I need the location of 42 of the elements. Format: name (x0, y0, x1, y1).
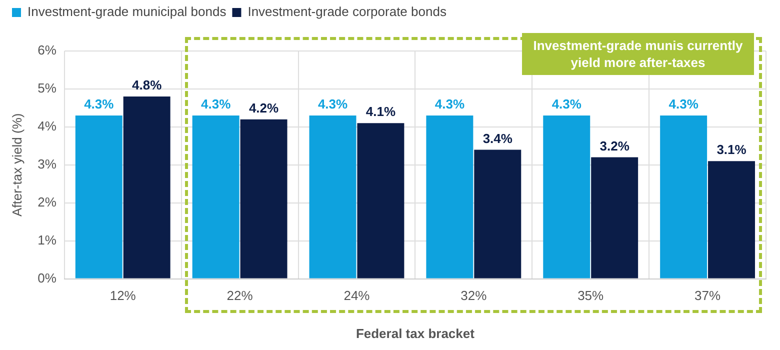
x-tick-label: 35% (578, 288, 604, 304)
data-label: 3.1% (716, 142, 747, 158)
x-tick-label: 32% (460, 288, 488, 304)
bar (708, 161, 755, 278)
data-label: 4.1% (366, 104, 396, 120)
data-label: 4.3% (552, 96, 582, 112)
bar (591, 157, 638, 278)
data-label: 4.3% (84, 96, 114, 112)
y-tick-label: 5% (38, 80, 57, 96)
data-label: 4.2% (248, 100, 280, 116)
bar (474, 150, 522, 278)
y-tick-label: 0% (38, 270, 57, 286)
x-tick-label: 22% (226, 288, 254, 304)
callout-box: Investment-grade munis currently yield more after-taxes (522, 33, 754, 75)
data-label: 4.3% (318, 96, 348, 112)
y-tick-label: 2% (38, 194, 57, 210)
data-label: 3.2% (600, 138, 630, 154)
legend-label: Investment-grade municipal bonds (28, 4, 227, 20)
y-tick-label: 1% (38, 232, 57, 248)
bar (426, 116, 474, 278)
x-axis-title: Federal tax bracket (356, 326, 476, 341)
bar (123, 96, 170, 278)
y-tick-label: 6% (38, 42, 57, 58)
bar (309, 116, 356, 278)
bar (75, 116, 122, 278)
data-label: 3.4% (482, 130, 513, 146)
data-label: 4.8% (132, 78, 162, 93)
bar (660, 116, 708, 278)
x-tick-label: 37% (694, 288, 721, 304)
y-tick-label: 4% (38, 118, 57, 134)
data-label: 4.3% (668, 96, 699, 112)
bar (357, 123, 404, 278)
data-label: 4.3% (201, 96, 232, 112)
bar (240, 119, 288, 278)
legend-label: Investment-grade corporate bonds (248, 4, 447, 20)
bar (543, 116, 590, 278)
x-tick-label: 12% (110, 288, 136, 304)
y-tick-label: 3% (38, 156, 57, 172)
data-label: 4.3% (434, 96, 465, 112)
bar (192, 116, 240, 278)
y-axis-title: After-tax yield (%) (9, 113, 24, 217)
x-tick-label: 24% (344, 288, 370, 304)
